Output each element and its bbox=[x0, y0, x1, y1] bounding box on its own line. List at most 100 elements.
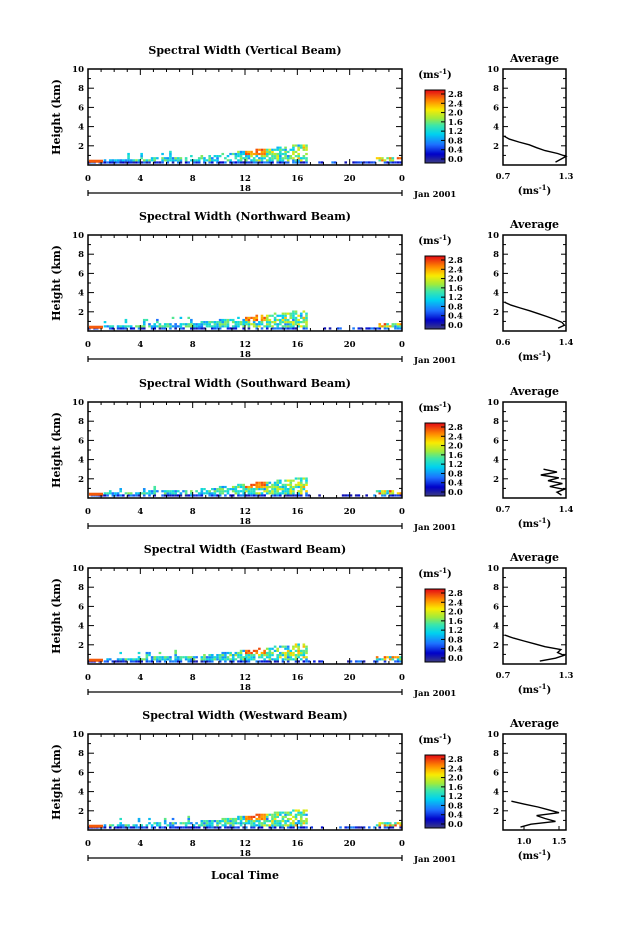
data-cell bbox=[284, 327, 287, 330]
data-cell bbox=[179, 159, 183, 162]
data-cell bbox=[250, 817, 253, 821]
data-cell bbox=[273, 485, 277, 489]
data-cell bbox=[245, 817, 248, 821]
colorbar-swatch bbox=[425, 601, 445, 604]
data-cell bbox=[286, 325, 290, 328]
data-cell bbox=[388, 824, 392, 827]
data-cell bbox=[174, 822, 177, 825]
data-cell bbox=[142, 488, 146, 491]
colorbar-unit: (ms-1) bbox=[418, 732, 451, 746]
data-cell bbox=[276, 660, 280, 663]
data-cell bbox=[124, 826, 128, 829]
data-cell bbox=[122, 494, 125, 497]
data-cell bbox=[273, 490, 277, 493]
x-tick-label: 8 bbox=[190, 839, 196, 849]
data-cells bbox=[89, 477, 402, 497]
colorbar-swatch bbox=[425, 323, 445, 325]
data-cell bbox=[239, 815, 243, 818]
data-cell bbox=[187, 817, 191, 821]
data-cell bbox=[294, 310, 298, 313]
colorbar-tick-label: 0.0 bbox=[448, 820, 463, 830]
data-cell bbox=[190, 321, 193, 324]
data-cell bbox=[245, 815, 248, 818]
data-cell bbox=[174, 826, 177, 829]
data-cell bbox=[388, 656, 392, 659]
colorbar-swatch bbox=[425, 610, 445, 613]
data-cell bbox=[218, 321, 222, 324]
data-cell bbox=[122, 327, 125, 330]
data-cell bbox=[302, 651, 306, 655]
data-cell bbox=[239, 824, 243, 827]
colorbar-swatch bbox=[425, 818, 445, 821]
data-cell bbox=[111, 161, 115, 164]
data-cell bbox=[383, 660, 387, 663]
data-cell bbox=[386, 161, 389, 164]
data-cell bbox=[208, 824, 211, 827]
data-cell bbox=[252, 492, 256, 495]
colorbar-swatch bbox=[425, 152, 445, 155]
average-y-tick-label: 10 bbox=[487, 231, 499, 241]
data-cell bbox=[279, 822, 282, 825]
colorbar-swatch bbox=[425, 257, 445, 259]
colorbar-swatch bbox=[425, 607, 445, 609]
data-cell bbox=[114, 826, 117, 829]
data-cell bbox=[276, 314, 280, 317]
data-cell bbox=[284, 492, 287, 495]
data-cell bbox=[169, 323, 172, 326]
data-cell bbox=[229, 817, 232, 821]
data-cell bbox=[229, 824, 232, 827]
data-cell bbox=[294, 809, 298, 812]
data-cell bbox=[142, 325, 146, 328]
average-x-tick-label: 1.0 bbox=[517, 837, 532, 847]
data-cell bbox=[258, 824, 261, 827]
data-cell bbox=[297, 323, 300, 326]
data-cell bbox=[224, 318, 227, 322]
data-cell bbox=[216, 325, 219, 328]
data-cell bbox=[231, 325, 235, 328]
colorbar-swatch bbox=[425, 820, 445, 822]
data-cell bbox=[294, 150, 298, 153]
data-cell bbox=[289, 656, 293, 659]
data-cell bbox=[252, 815, 256, 818]
colorbar-swatch bbox=[425, 627, 445, 630]
data-cell bbox=[213, 321, 217, 324]
data-cell bbox=[171, 660, 175, 663]
data-cell bbox=[245, 157, 248, 160]
data-cell bbox=[239, 321, 243, 324]
data-cell bbox=[292, 312, 295, 315]
data-cell bbox=[399, 492, 402, 495]
data-cell bbox=[153, 323, 157, 326]
colorbar-tick-label: 2.8 bbox=[448, 755, 463, 765]
data-cell bbox=[174, 327, 177, 330]
data-cell bbox=[286, 813, 290, 816]
data-cell bbox=[205, 492, 209, 495]
colorbar-swatch bbox=[425, 762, 445, 765]
data-cell bbox=[153, 161, 157, 164]
data-cell bbox=[388, 494, 392, 497]
data-cell bbox=[231, 488, 235, 491]
colorbar-swatch bbox=[425, 270, 445, 273]
colorbar-swatch bbox=[425, 133, 445, 135]
data-cell bbox=[289, 485, 293, 489]
colorbar-tick-label: 0.8 bbox=[448, 635, 463, 645]
data-cell bbox=[190, 490, 193, 493]
data-cell bbox=[255, 824, 259, 827]
x-tick-label: 12 bbox=[239, 673, 251, 683]
data-cell bbox=[273, 316, 277, 319]
plot-frame bbox=[87, 68, 403, 166]
data-cell bbox=[265, 485, 269, 489]
data-cell bbox=[150, 157, 154, 160]
data-cell bbox=[265, 813, 269, 816]
data-cell bbox=[292, 148, 295, 151]
data-cell bbox=[305, 327, 308, 330]
colorbar-swatch bbox=[425, 443, 445, 446]
data-cell bbox=[299, 654, 303, 657]
data-cell bbox=[213, 826, 217, 829]
data-cell bbox=[234, 488, 238, 491]
data-cell bbox=[370, 327, 374, 330]
data-cell bbox=[299, 314, 303, 317]
data-cell bbox=[252, 824, 256, 827]
data-cell bbox=[247, 649, 251, 652]
data-cell bbox=[265, 481, 269, 484]
data-cell bbox=[247, 318, 251, 322]
